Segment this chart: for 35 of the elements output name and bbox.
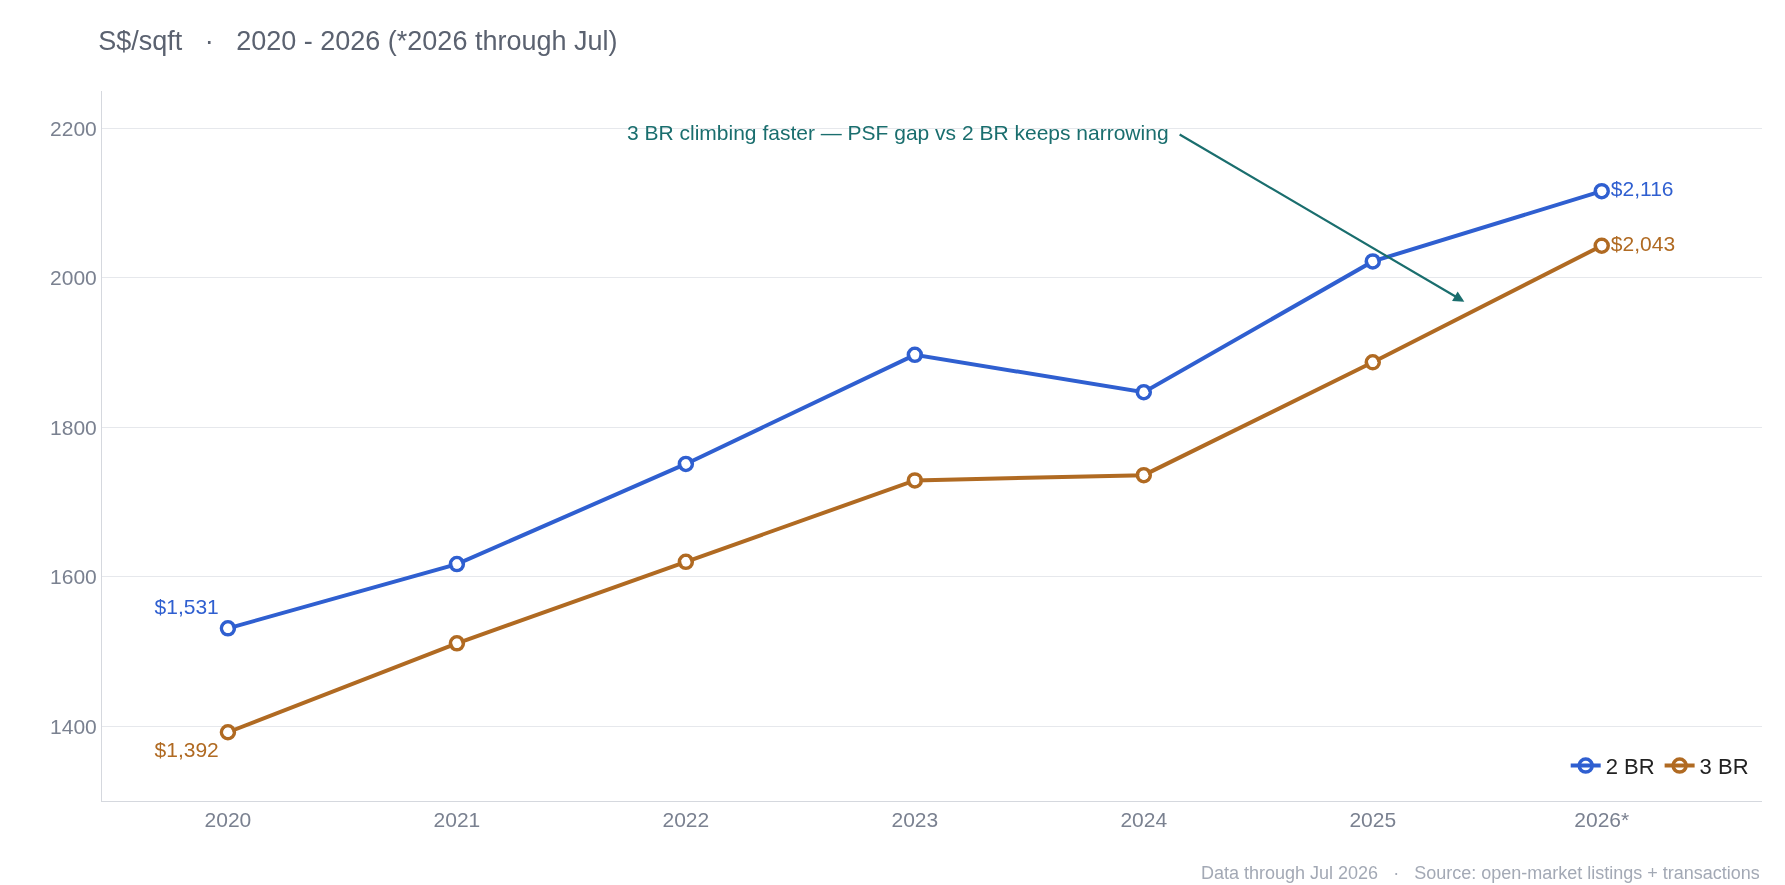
point bbox=[1135, 383, 1153, 401]
annotation: 3 BR climbing faster — PSF gap vs 2 BR keeps narrowing bbox=[627, 121, 1169, 144]
y-tick-label: 1800 bbox=[50, 415, 97, 439]
x-tick-label: 2023 bbox=[891, 808, 939, 832]
x-tick-label: 2020 bbox=[204, 808, 252, 832]
point bbox=[219, 723, 237, 741]
x-tick-label: 2021 bbox=[433, 808, 481, 832]
point bbox=[677, 455, 695, 473]
point bbox=[1593, 237, 1610, 254]
y-tick-label: 1400 bbox=[50, 714, 97, 738]
y-tick-label: 1600 bbox=[50, 565, 97, 589]
point bbox=[1135, 466, 1153, 484]
data-label: $1,531 bbox=[154, 594, 219, 618]
point bbox=[677, 553, 695, 571]
legend-label: 3 BR bbox=[1699, 754, 1749, 780]
text: Data through Jul 2026 · Source: open-market listings + transactions bbox=[1201, 863, 1760, 883]
point bbox=[448, 635, 466, 652]
y-tick-label: 2000 bbox=[50, 266, 97, 290]
data-label: $2,043 bbox=[1610, 231, 1676, 255]
point bbox=[1364, 354, 1382, 371]
point bbox=[906, 346, 924, 364]
data-label: $2,116 bbox=[1610, 177, 1674, 201]
y-tick-label: 2200 bbox=[50, 116, 97, 140]
point bbox=[1593, 182, 1610, 200]
chart-title: S$/sqft · 2020 - 2026 (*2026 through Jul) bbox=[98, 25, 618, 56]
legend-label: 2 BR bbox=[1605, 754, 1655, 780]
point bbox=[906, 472, 924, 489]
point bbox=[448, 555, 466, 573]
x-tick-label: 2024 bbox=[1120, 808, 1168, 832]
x-tick-label: 2025 bbox=[1349, 808, 1397, 832]
data-label: $1,392 bbox=[154, 738, 219, 762]
point bbox=[1364, 253, 1382, 270]
x-tick-label: 2026* bbox=[1574, 808, 1630, 832]
x-tick-label: 2022 bbox=[662, 808, 710, 832]
point bbox=[219, 620, 237, 637]
